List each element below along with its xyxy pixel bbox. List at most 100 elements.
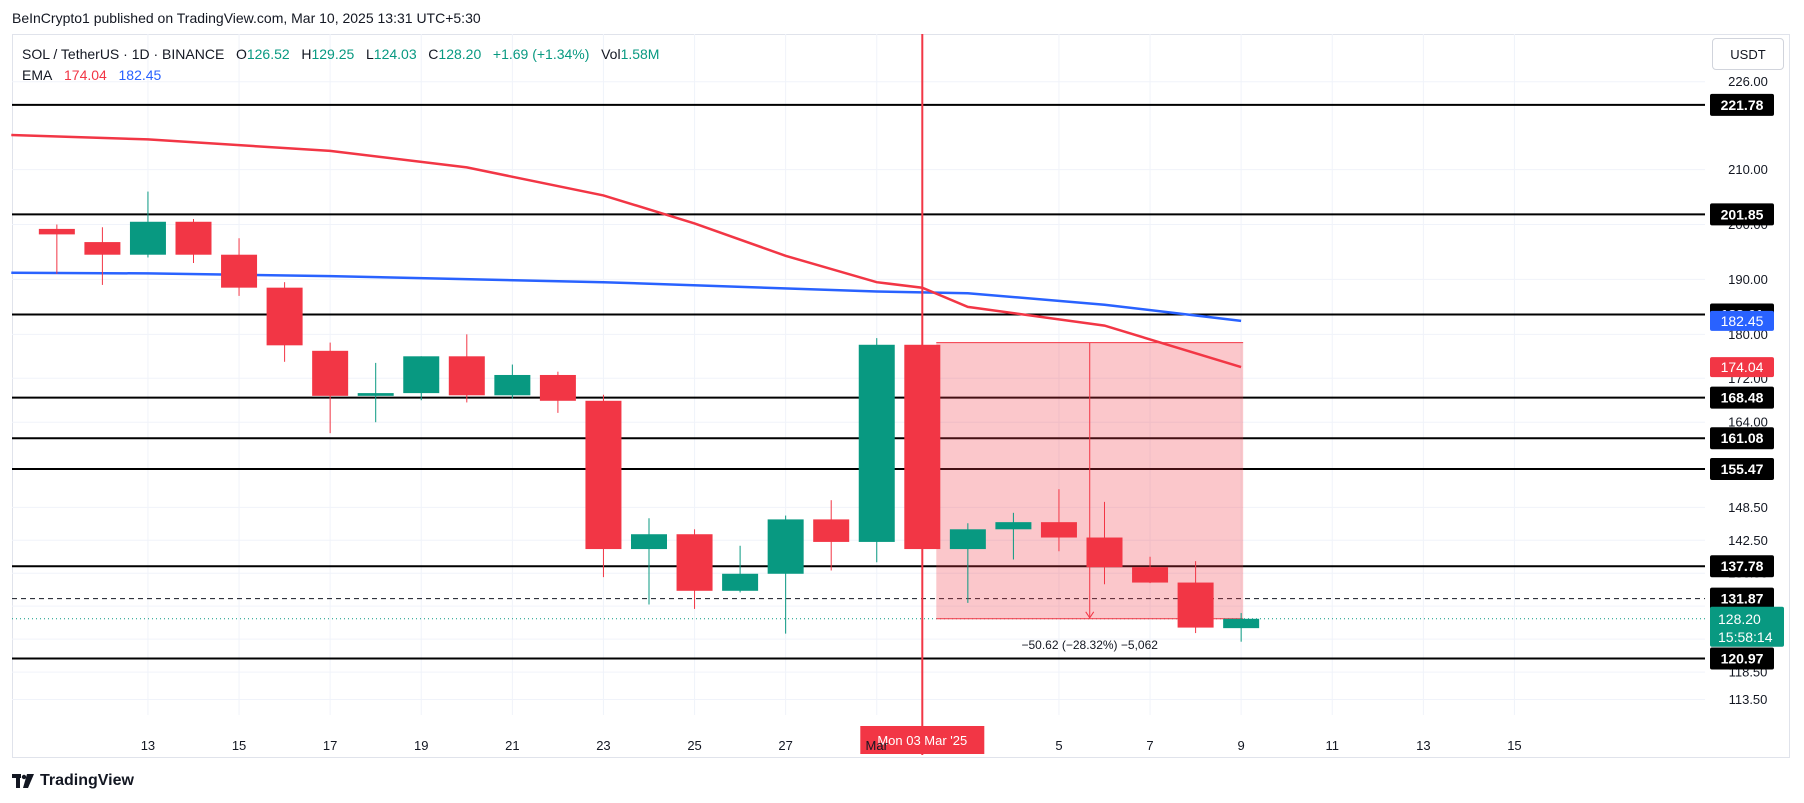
candle-body (722, 573, 759, 591)
open-label: O (235, 46, 247, 62)
candle (403, 356, 440, 401)
candle-body (403, 356, 440, 394)
level-label: 168.48 (1721, 390, 1764, 406)
candle-body (38, 228, 75, 235)
ema-fast-line (11, 133, 1242, 369)
x-tick-label: 21 (505, 738, 519, 753)
ema-slow-value: 182.45 (118, 67, 162, 83)
level-label-box (1710, 386, 1774, 409)
candle (858, 338, 895, 563)
level-label: 120.97 (1721, 651, 1764, 667)
symbol-title[interactable]: SOL / TetherUS · 1D · BINANCE (22, 46, 225, 62)
x-tick-label: 23 (596, 738, 610, 753)
y-tick-label: 226.00 (1728, 74, 1768, 89)
x-tick-label: 9 (1238, 738, 1245, 753)
chart-frame (12, 34, 1790, 758)
x-tick-label: 7 (1146, 738, 1153, 753)
low-label: L (365, 46, 374, 62)
dashed-level-label-box (1710, 587, 1774, 610)
ema-fast-axis-label-box (1710, 357, 1774, 378)
candle (494, 364, 531, 399)
candle-body (129, 221, 166, 255)
candle-body (767, 519, 804, 574)
level-label-box (1710, 93, 1774, 116)
candle (266, 282, 303, 362)
candle-body (539, 374, 576, 401)
candle (221, 238, 258, 296)
candle-body (1040, 522, 1077, 538)
level-label-box (1710, 427, 1774, 450)
level-label-box (1710, 555, 1774, 578)
candle (767, 515, 804, 634)
candle (357, 362, 394, 423)
candle-body (1223, 618, 1260, 629)
countdown-label: 15:58:14 (1718, 629, 1773, 645)
x-tick-label: 19 (414, 738, 428, 753)
close-value: 128.20 (438, 46, 482, 62)
candle-body (858, 344, 895, 542)
y-tick-label: 210.00 (1728, 162, 1768, 177)
level-label-box (1710, 458, 1774, 481)
x-tick-label: 17 (323, 738, 337, 753)
candle (585, 394, 622, 578)
candle-body (266, 287, 303, 346)
footer-brand: TradingView (40, 772, 134, 789)
candle (676, 529, 713, 609)
last-price-label: 128.20 (1718, 611, 1761, 627)
candle (539, 371, 576, 413)
tradingview-footer[interactable]: TradingView (12, 772, 134, 790)
y-tick-label: 142.50 (1728, 533, 1768, 548)
x-tick-label: 27 (778, 738, 792, 753)
candle-body (494, 374, 531, 396)
candle (1223, 613, 1260, 642)
ema-fast-axis-label: 174.04 (1721, 359, 1764, 375)
volume-label: Vol (601, 46, 621, 62)
currency-button[interactable]: USDT (1712, 38, 1784, 70)
candle-body (221, 254, 258, 288)
x-tick-label: 13 (141, 738, 155, 753)
x-tick-label: 25 (687, 738, 701, 753)
candle-body (949, 529, 986, 550)
level-label: 155.47 (1721, 461, 1764, 477)
change-value: +1.69 (+1.34%) (492, 46, 590, 62)
level-label: 221.78 (1721, 97, 1764, 113)
candle (1177, 561, 1214, 634)
tradingview-logo-icon (12, 774, 34, 788)
crosshair-date-label: Mon 03 Mar '25 (877, 733, 967, 748)
ema-fast-value: 174.04 (64, 67, 107, 83)
candle-body (676, 534, 713, 591)
candle-body (1132, 567, 1169, 583)
candle-body (1177, 582, 1214, 628)
y-tick-label: 164.00 (1728, 415, 1768, 430)
x-tick-label: 15 (232, 738, 246, 753)
y-tick-label: 148.50 (1728, 500, 1768, 515)
candle (949, 523, 986, 603)
measure-label: −50.62 (−28.32%) −5,062 (1021, 638, 1158, 652)
candle (1040, 489, 1077, 552)
level-label: 137.78 (1721, 558, 1764, 574)
x-tick-label: 15 (1507, 738, 1521, 753)
candle-body (1086, 537, 1123, 568)
candle-body (175, 221, 212, 255)
x-tick-label: 13 (1416, 738, 1430, 753)
candle-body (357, 393, 394, 396)
candle (448, 334, 485, 403)
candle (129, 191, 166, 258)
candle-body (84, 242, 121, 255)
last-price-box (1710, 606, 1784, 647)
level-label: 201.85 (1721, 206, 1764, 222)
candle (1132, 556, 1169, 584)
candle-body (631, 534, 667, 550)
y-tick-label: 113.50 (1729, 692, 1768, 707)
low-value: 124.03 (373, 46, 417, 62)
measure-arrow-head (1085, 611, 1095, 619)
ema-slow-axis-label: 182.45 (1721, 313, 1764, 329)
ema-label[interactable]: EMA (22, 67, 53, 83)
candle (995, 512, 1032, 560)
level-label-box (1710, 647, 1774, 670)
publisher-line: BeInCrypto1 published on TradingView.com… (12, 10, 481, 26)
candle-body (813, 519, 850, 542)
dashed-level-label: 131.87 (1721, 591, 1764, 607)
ema-slow-axis-label-box (1710, 310, 1774, 331)
